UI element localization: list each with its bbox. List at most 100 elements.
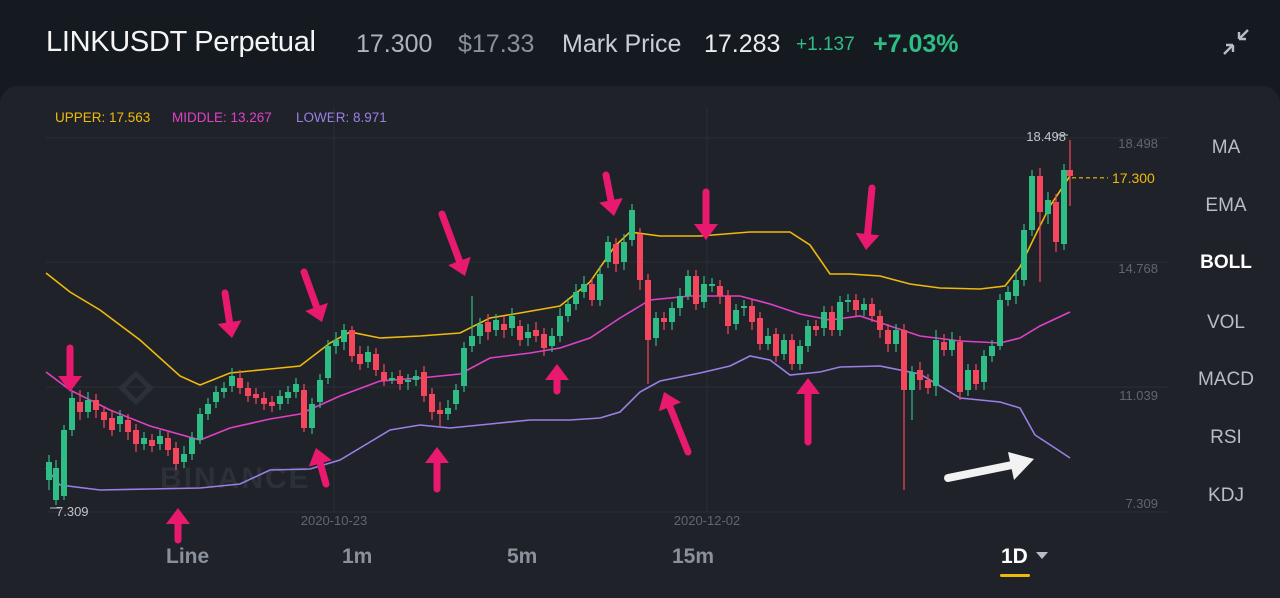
candle <box>293 378 299 398</box>
candle-body <box>813 326 819 330</box>
arrow-shaft <box>864 184 876 238</box>
candle <box>541 328 547 356</box>
indicator-ema[interactable]: EMA <box>1205 195 1247 216</box>
candle-body <box>805 326 811 346</box>
candle <box>397 370 403 390</box>
collapse-icon[interactable] <box>1222 28 1250 56</box>
candle <box>821 306 827 336</box>
candle <box>333 332 339 354</box>
candle <box>1005 286 1011 306</box>
candle <box>277 390 283 410</box>
candle <box>909 366 915 420</box>
timeframe-15m[interactable]: 15m <box>672 545 715 568</box>
indicator-rsi[interactable]: RSI <box>1210 427 1242 448</box>
arrow-head <box>545 364 569 380</box>
candle <box>69 392 75 436</box>
arrow-head <box>425 447 449 463</box>
candle-body <box>637 234 643 280</box>
candle-body <box>533 330 539 336</box>
candle-body <box>125 420 131 432</box>
indicator-macd[interactable]: MACD <box>1198 369 1254 390</box>
candle-body <box>701 284 707 302</box>
candle <box>125 414 131 440</box>
candle <box>405 374 411 390</box>
binance-logo-icon <box>118 370 154 406</box>
candle <box>157 430 163 450</box>
candle-body <box>549 336 555 346</box>
candle <box>261 392 267 410</box>
candle-body <box>957 342 963 392</box>
candle-body <box>965 370 971 390</box>
x-axis-label: 2020-10-23 <box>301 513 368 528</box>
arrow-head <box>58 376 82 392</box>
candle <box>949 332 955 356</box>
arrow-head <box>308 448 332 467</box>
candle <box>245 382 251 402</box>
candle-body <box>869 304 875 316</box>
candle-body <box>181 454 187 462</box>
arrow-head <box>694 224 718 240</box>
candle-body <box>293 384 299 392</box>
arrow-head <box>305 302 328 322</box>
candle <box>661 312 667 330</box>
candle <box>781 334 787 360</box>
candle-body <box>1021 230 1027 280</box>
candle <box>749 300 755 330</box>
candle-body <box>1061 170 1067 244</box>
candle-body <box>933 340 939 386</box>
candle-body <box>677 296 683 308</box>
candle-body <box>1037 176 1043 212</box>
indicator-vol[interactable]: VOL <box>1206 312 1246 333</box>
candle <box>525 324 531 346</box>
candle <box>813 320 819 336</box>
indicator-kdj[interactable]: KDJ <box>1208 485 1244 506</box>
candle <box>645 274 651 384</box>
trend-arrow-shaft <box>944 461 1016 482</box>
candle-body <box>221 388 227 392</box>
trend-arrow-head <box>1008 452 1034 480</box>
timeframe-1d[interactable]: 1D <box>1001 545 1028 568</box>
timeframe-dropdown-icon[interactable] <box>1036 552 1048 559</box>
arrow-head <box>796 378 820 394</box>
candle-body <box>645 280 651 340</box>
candle <box>973 364 979 390</box>
symbol-title[interactable]: LINKUSDT Perpetual <box>46 26 316 58</box>
candle <box>997 294 1003 350</box>
timeframe-line[interactable]: Line <box>166 545 210 568</box>
indicator-boll[interactable]: BOLL <box>1200 252 1252 273</box>
candle-body <box>101 412 107 420</box>
candle <box>501 316 507 338</box>
candle-body <box>325 346 331 378</box>
candle-body <box>461 348 467 386</box>
candle <box>429 388 435 420</box>
candle-body <box>317 380 323 402</box>
timeframe-5m[interactable]: 5m <box>507 545 538 568</box>
candle-body <box>605 242 611 262</box>
candlestick-chart[interactable]: BINANCE 18.498 14.768 11.039 7.309 2020-10-2… <box>0 86 1280 598</box>
candle <box>301 384 307 432</box>
candle-body <box>989 346 995 356</box>
candle-body <box>133 430 139 444</box>
timeframe-1m[interactable]: 1m <box>342 545 373 568</box>
candle <box>605 236 611 268</box>
candle-body <box>429 394 435 412</box>
candle-body <box>149 440 155 446</box>
candle-body <box>821 312 827 328</box>
candle <box>757 312 763 350</box>
candle-body <box>837 302 843 330</box>
candle-body <box>165 438 171 450</box>
candle-body <box>189 438 195 454</box>
y-axis-label: 14.768 <box>1118 261 1158 276</box>
indicator-ma[interactable]: MA <box>1211 137 1241 158</box>
candle <box>653 312 659 346</box>
price-change-pct: +7.03% <box>873 30 959 58</box>
candle <box>1037 168 1043 282</box>
candle-body <box>389 378 395 380</box>
candle <box>901 324 907 490</box>
candle-body <box>485 322 491 332</box>
boll-upper-line <box>45 175 1071 386</box>
arrow-head <box>658 392 682 412</box>
candle <box>565 298 571 322</box>
candle <box>797 340 803 370</box>
candle <box>485 314 491 340</box>
